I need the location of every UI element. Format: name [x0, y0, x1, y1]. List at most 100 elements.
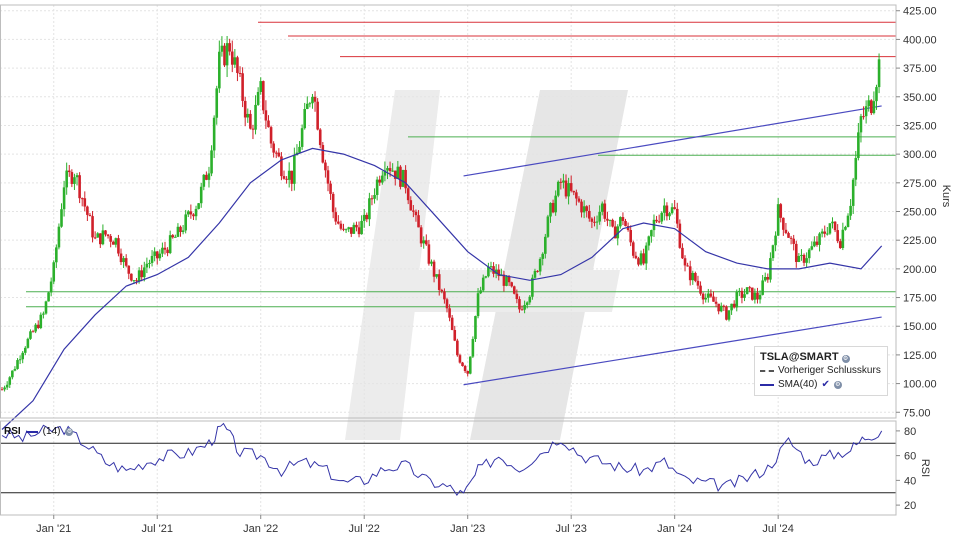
candle-body — [717, 303, 720, 312]
rsi-label: RSI — [4, 426, 21, 437]
dashed-line-icon — [760, 369, 774, 372]
candle-body — [230, 51, 234, 65]
candle-body — [531, 277, 534, 297]
candle-body — [505, 276, 508, 286]
candle-body — [357, 227, 361, 235]
candle-body — [533, 270, 537, 278]
candle-body — [287, 170, 291, 180]
legend-item-sma: SMA(40) ✔ ⚙ — [760, 379, 842, 390]
rsi-grid — [0, 442, 896, 494]
candle-body — [324, 162, 327, 171]
candle-body — [396, 166, 400, 179]
candle-body — [525, 302, 529, 305]
candle-body — [47, 292, 50, 302]
rsi-tick-label: 40 — [904, 475, 916, 487]
candle-body — [218, 51, 221, 89]
candle-body — [870, 100, 873, 114]
candle-body — [251, 128, 255, 130]
candle-body — [202, 174, 206, 187]
candle-body — [142, 267, 146, 278]
candle-body — [875, 87, 878, 102]
settings-icon[interactable]: ⚙ — [65, 427, 74, 436]
watermark-shape — [470, 90, 628, 440]
candle-body — [564, 180, 568, 197]
candle-body — [101, 230, 105, 245]
candle-body — [859, 116, 863, 133]
candle-body — [776, 204, 780, 236]
candle-body — [748, 287, 752, 289]
candle-body — [13, 368, 17, 371]
candle-body — [8, 377, 12, 385]
price-axis-title: Kurs — [940, 185, 952, 208]
candle-body — [463, 365, 467, 372]
candle-body — [833, 221, 837, 231]
candle-body — [603, 203, 607, 219]
rsi-legend: RSI (14) ⚙ — [4, 426, 74, 437]
candle-body — [290, 170, 294, 184]
candle-body — [313, 96, 317, 102]
candle-body — [854, 157, 858, 180]
candle-body — [515, 293, 519, 300]
candle-body — [792, 238, 795, 244]
line-icon — [25, 430, 38, 433]
candle-body — [39, 314, 43, 328]
candle-body — [644, 245, 648, 264]
candle-body — [580, 201, 583, 213]
price-grid — [0, 5, 896, 515]
candle-body — [370, 198, 374, 200]
time-tick-label: Jul '21 — [142, 523, 173, 535]
settings-icon[interactable]: ⚙ — [833, 380, 842, 389]
candle-body — [109, 236, 112, 242]
candle-body — [458, 355, 462, 363]
candle-body — [445, 299, 449, 309]
candle-body — [342, 228, 345, 230]
candle-body — [406, 188, 410, 201]
candle-body — [381, 175, 384, 183]
candle-body — [220, 45, 224, 52]
candle-body — [285, 178, 288, 180]
candle-body — [42, 313, 45, 315]
candle-body — [132, 280, 136, 282]
candle-body — [761, 280, 764, 295]
price-tick-label: 200.00 — [903, 264, 937, 276]
candle-body — [554, 195, 557, 213]
candle-body — [476, 293, 480, 317]
candle-body — [712, 296, 715, 302]
time-tick-label: Jan '23 — [450, 523, 485, 535]
candle-body — [642, 253, 645, 264]
candle-body — [732, 303, 736, 308]
settings-icon[interactable]: ⚙ — [841, 355, 850, 363]
candle-body — [678, 223, 682, 248]
candle-body — [246, 113, 250, 118]
candle-body — [254, 104, 257, 130]
candle-body — [719, 305, 723, 312]
candle-body — [80, 198, 84, 200]
candle-body — [725, 306, 728, 320]
candle-body — [735, 291, 739, 308]
candle-body — [474, 316, 477, 340]
rsi-path — [1, 422, 883, 496]
candle-body — [836, 230, 839, 242]
candle-body — [523, 304, 526, 310]
candle-body — [57, 226, 61, 248]
candle-body — [52, 262, 56, 282]
candle-body — [655, 219, 658, 222]
candle-body — [435, 274, 438, 277]
candle-body — [507, 276, 511, 283]
candle-body — [549, 202, 552, 217]
candle-body — [212, 117, 216, 151]
watermark-shape — [392, 270, 620, 312]
candle-body — [492, 266, 495, 274]
candle-body — [771, 245, 775, 259]
candle-body — [849, 205, 852, 216]
candle-body — [624, 220, 627, 227]
candle-body — [427, 244, 431, 264]
candle-body — [192, 214, 195, 217]
candle-body — [31, 331, 35, 333]
chart-legend: TSLA@SMART ⚙ Vorheriger Schlusskurs SMA(… — [754, 346, 888, 396]
candle-body — [774, 235, 777, 246]
rsi-axis-title: RSI — [919, 459, 931, 477]
candle-body — [567, 183, 570, 197]
check-icon[interactable]: ✔ — [821, 379, 830, 390]
trend-line-upper — [463, 105, 882, 177]
